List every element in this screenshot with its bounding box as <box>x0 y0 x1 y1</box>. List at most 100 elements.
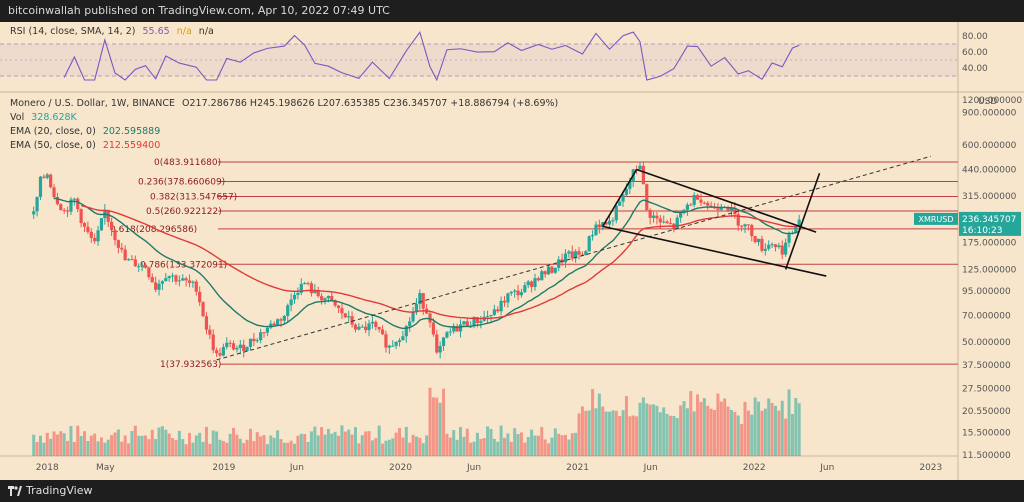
candle-body <box>364 326 368 331</box>
candle-body <box>489 314 493 317</box>
volume-bar <box>357 443 361 456</box>
volume-bar <box>86 440 90 456</box>
volume-bar <box>604 411 608 456</box>
candle-body <box>333 300 337 306</box>
volume-bar <box>279 439 283 456</box>
volume-bar <box>194 435 198 456</box>
volume-bar <box>794 398 798 456</box>
price-tag-value: 236.345707 <box>962 215 1016 225</box>
volume-bar <box>482 438 486 456</box>
volume-bar <box>729 409 733 456</box>
volume-bar <box>489 428 493 456</box>
chart-area[interactable]: 80.00 60.00 40.00 1200.000000 900.000000 600.… <box>0 22 1024 480</box>
volume-bar <box>662 407 666 456</box>
candle-body <box>624 188 629 195</box>
volume-bar <box>475 432 479 456</box>
volume-bar <box>140 435 144 456</box>
volume-bar <box>347 429 351 456</box>
volume-bar <box>353 427 357 456</box>
volume-bar <box>780 400 784 456</box>
volume-bar <box>387 439 391 456</box>
volume-bar <box>323 434 327 456</box>
candle-body <box>353 324 358 330</box>
candle-body <box>695 194 700 200</box>
volume-bar <box>137 435 141 456</box>
volume-bar <box>773 405 777 456</box>
candle-body <box>218 353 222 356</box>
volume-bar <box>672 416 676 456</box>
candle-body <box>191 281 195 283</box>
volume-bar <box>309 431 313 456</box>
candle-body <box>519 292 524 296</box>
candle-body <box>170 275 175 277</box>
candle-body <box>279 319 283 321</box>
volume-bar <box>550 437 554 456</box>
candle-body <box>303 283 307 285</box>
candle-body <box>543 271 547 275</box>
rsi-sma-value: n/a <box>176 26 192 37</box>
price-chart[interactable]: 80.00 60.00 40.00 1200.000000 900.000000 600.… <box>0 22 1024 480</box>
candle-body <box>357 326 361 330</box>
vol-label: Vol <box>10 112 25 123</box>
volume-bar <box>631 415 635 456</box>
volume-bar <box>52 431 56 456</box>
candle-body <box>750 224 754 237</box>
volume-bar <box>584 410 588 456</box>
volume-bar <box>66 440 70 456</box>
candle-body <box>431 322 435 335</box>
volume-bar <box>255 432 259 456</box>
volume-bar <box>89 435 93 456</box>
rsi-extra-value: n/a <box>198 26 214 37</box>
volume-bar <box>496 441 500 456</box>
volume-bar <box>492 438 496 456</box>
volume-bar <box>726 406 730 456</box>
candle-body <box>401 336 405 341</box>
volume-bar <box>685 408 689 456</box>
candle-body <box>45 174 49 178</box>
volume-bar <box>235 434 239 456</box>
candle-body <box>360 326 364 328</box>
fib-label: 0.618(208.296586) <box>110 225 197 235</box>
volume-bar <box>533 435 537 456</box>
volume-bar <box>553 428 557 456</box>
volume-bar <box>326 428 330 456</box>
volume-bar <box>787 389 791 456</box>
volume-bar <box>652 404 656 456</box>
candle-body <box>272 323 276 326</box>
price-axis-tick: 70.000000 <box>962 311 1011 321</box>
volume-bar <box>55 434 59 456</box>
candle-body <box>120 247 124 250</box>
candle-body <box>773 244 778 248</box>
candle-body <box>485 316 490 318</box>
candle-body <box>692 194 696 205</box>
time-axis-tick: 2022 <box>743 463 766 473</box>
volume-bar <box>746 410 750 456</box>
candle-body <box>336 305 341 309</box>
volume-bar <box>374 438 378 456</box>
candle-body <box>42 176 46 178</box>
candle-body <box>726 206 730 211</box>
volume-bar <box>147 439 151 456</box>
price-axis-tick: 440.000000 <box>962 166 1017 176</box>
volume-bar <box>337 435 341 456</box>
volume-bar <box>198 432 202 456</box>
volume-bar <box>458 427 462 456</box>
volume-bar <box>577 413 581 456</box>
candle-body <box>516 290 520 296</box>
volume-bar <box>208 443 212 456</box>
candle-body <box>320 296 324 301</box>
volume-bar <box>42 442 46 456</box>
volume-bar <box>49 438 53 456</box>
volume-bar <box>62 433 66 456</box>
volume-bar <box>123 435 127 456</box>
candle-body <box>553 267 557 273</box>
candle-body <box>69 199 73 212</box>
volume-bar <box>763 408 767 456</box>
price-axis-tick: 95.000000 <box>962 287 1011 297</box>
volume-bar <box>248 428 252 456</box>
volume-bar <box>557 433 561 456</box>
volume-bar <box>421 443 425 456</box>
volume-bar <box>638 402 642 456</box>
candle-body <box>215 350 219 354</box>
volume-bar <box>530 429 534 456</box>
